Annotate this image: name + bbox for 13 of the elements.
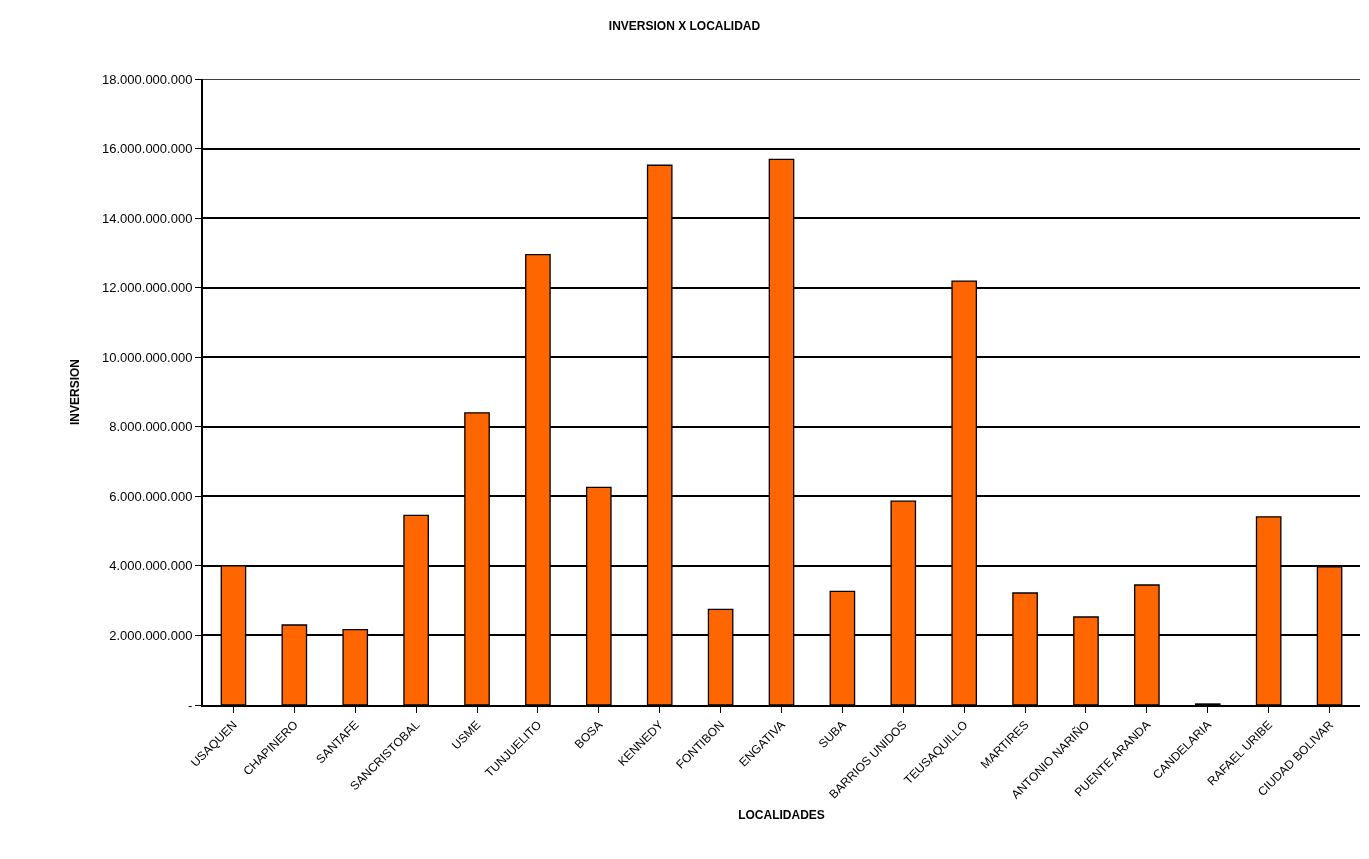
y-tick-label: 16.000.000.000 xyxy=(102,141,193,157)
y-tick-label: 14.000.000.000 xyxy=(102,210,193,226)
x-axis-title: LOCALIDADES xyxy=(738,808,825,823)
y-tick-label: 12.000.000.000 xyxy=(102,280,193,296)
y-tick-label: 6.000.000.000 xyxy=(109,488,193,504)
y-axis-title: INVERSION xyxy=(67,358,82,426)
y-tick-label: 4.000.000.000 xyxy=(109,558,193,574)
y-tick-label: 8.000.000.000 xyxy=(109,419,193,435)
chart-title: INVERSION X LOCALIDAD xyxy=(608,18,761,33)
y-tick-label: 2.000.000.000 xyxy=(109,627,193,643)
y-tick-label: - xyxy=(188,697,193,713)
y-tick-label: 18.000.000.000 xyxy=(102,71,193,87)
y-tick-label: 10.000.000.000 xyxy=(102,349,193,365)
